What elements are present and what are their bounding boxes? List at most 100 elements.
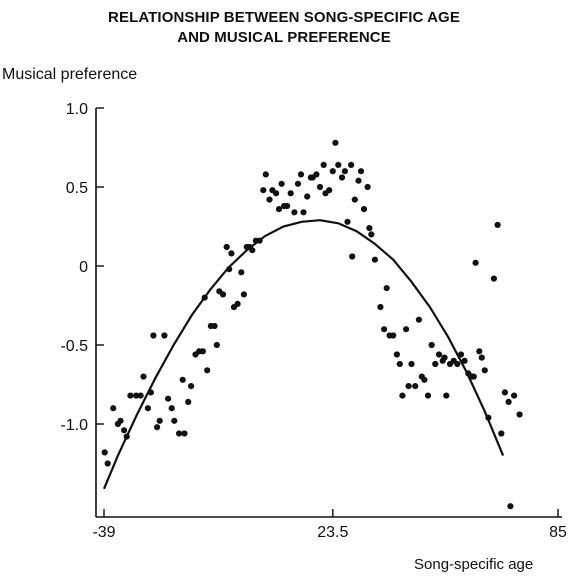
data-point — [429, 342, 435, 348]
data-point — [202, 295, 208, 301]
data-point — [241, 291, 247, 297]
data-point — [181, 430, 187, 436]
data-point — [295, 181, 301, 187]
x-tick-label: 85 — [549, 524, 567, 541]
data-point — [321, 162, 327, 168]
data-point — [491, 276, 497, 282]
data-point — [384, 285, 390, 291]
data-point — [257, 238, 263, 244]
data-point — [361, 206, 367, 212]
data-point — [355, 178, 361, 184]
data-point — [368, 231, 374, 237]
data-point — [300, 209, 306, 215]
data-point — [390, 332, 396, 338]
data-point — [344, 219, 350, 225]
data-point — [366, 225, 372, 231]
data-point — [288, 190, 294, 196]
data-point — [121, 427, 127, 433]
data-point — [506, 399, 512, 405]
y-tick-label: 0 — [79, 259, 88, 276]
data-point — [443, 393, 449, 399]
data-point — [260, 187, 266, 193]
data-point — [381, 326, 387, 332]
data-point — [304, 193, 310, 199]
data-point — [138, 393, 144, 399]
data-point — [339, 174, 345, 180]
data-point — [249, 247, 255, 253]
data-point — [212, 323, 218, 329]
data-point — [412, 383, 418, 389]
data-point — [140, 374, 146, 380]
data-point — [498, 430, 504, 436]
ticks: 1.0 0.5 0 -0.5 -1.0 -39 23.5 85 — [60, 101, 567, 541]
y-tick-label: 1.0 — [66, 101, 88, 118]
data-point — [476, 348, 482, 354]
data-point — [200, 348, 206, 354]
data-point — [458, 351, 464, 357]
x-tick-label: 23.5 — [317, 524, 348, 541]
data-point — [102, 449, 108, 455]
data-point — [421, 377, 427, 383]
data-point — [399, 393, 405, 399]
data-point — [161, 332, 167, 338]
data-point — [441, 355, 447, 361]
data-point — [502, 389, 508, 395]
data-point — [482, 367, 488, 373]
data-point — [224, 244, 230, 250]
data-point — [349, 253, 355, 259]
data-point — [406, 383, 412, 389]
data-point — [188, 383, 194, 389]
data-point — [517, 411, 523, 417]
data-point — [397, 361, 403, 367]
data-point — [332, 140, 338, 146]
data-point — [117, 418, 123, 424]
data-point — [403, 326, 409, 332]
data-point — [485, 415, 491, 421]
data-point — [226, 266, 232, 272]
data-point — [185, 399, 191, 405]
data-point — [495, 222, 501, 228]
y-tick-label: 0.5 — [66, 180, 88, 197]
data-point — [317, 184, 323, 190]
data-point — [462, 358, 468, 364]
data-point — [154, 424, 160, 430]
data-point — [214, 342, 220, 348]
data-point — [165, 396, 171, 402]
data-point — [479, 355, 485, 361]
data-point — [416, 317, 422, 323]
data-point — [335, 162, 341, 168]
axes — [96, 108, 562, 517]
data-point — [127, 393, 133, 399]
data-point — [263, 171, 269, 177]
data-point — [145, 405, 151, 411]
data-point — [298, 171, 304, 177]
data-point — [352, 197, 358, 203]
data-point — [326, 187, 332, 193]
data-point — [511, 393, 517, 399]
data-point — [238, 269, 244, 275]
y-tick-label: -0.5 — [60, 338, 88, 355]
curve-line — [104, 220, 503, 489]
data-point — [291, 209, 297, 215]
data-point — [124, 434, 130, 440]
fitted-curve — [104, 220, 503, 489]
data-point — [471, 374, 477, 380]
data-point — [105, 460, 111, 466]
data-point — [171, 418, 177, 424]
data-point — [157, 418, 163, 424]
x-tick-label: -39 — [92, 524, 115, 541]
data-point — [169, 405, 175, 411]
data-point — [313, 171, 319, 177]
data-point — [279, 181, 285, 187]
data-point — [176, 430, 182, 436]
data-point — [228, 250, 234, 256]
data-point — [436, 351, 442, 357]
data-point — [507, 503, 513, 509]
y-tick-label: -1.0 — [60, 417, 88, 434]
data-point — [330, 168, 336, 174]
data-point — [372, 257, 378, 263]
data-point — [425, 393, 431, 399]
data-point — [408, 361, 414, 367]
data-point — [432, 361, 438, 367]
